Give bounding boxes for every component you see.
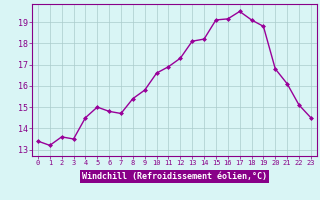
X-axis label: Windchill (Refroidissement éolien,°C): Windchill (Refroidissement éolien,°C): [82, 172, 267, 181]
